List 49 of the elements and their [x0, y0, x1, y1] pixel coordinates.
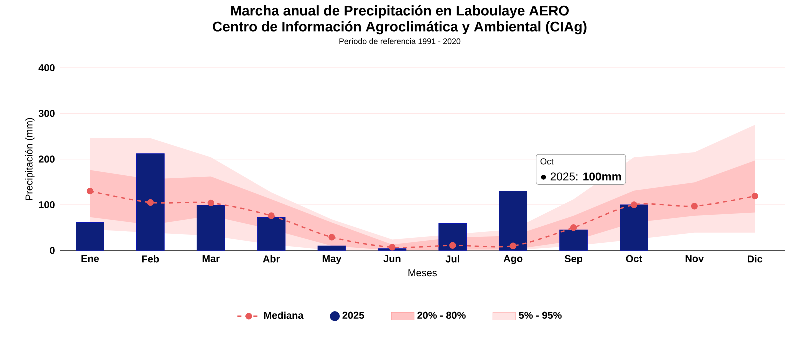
x-tick-label: Jun	[384, 255, 401, 262]
bar	[620, 204, 648, 251]
y-tick-label: 400	[38, 64, 55, 72]
x-tick-label: Jul	[446, 255, 460, 263]
text: Período de referencia 1991 - 2020	[340, 38, 461, 44]
x-axis-title: Meses	[408, 270, 438, 277]
y-tick-label: 0	[50, 247, 55, 254]
y-tick-label: 100	[39, 201, 55, 209]
bar	[196, 205, 226, 251]
point	[450, 242, 456, 249]
chart-subtitle: Centro de Información Agroclimática y Ambiental (CIAg)	[213, 21, 587, 35]
x-tick-label: Oct	[626, 255, 642, 262]
annotation: Oct	[540, 158, 554, 165]
bar	[438, 223, 468, 251]
x-tick-label: Mar	[202, 255, 220, 262]
y-tick-label: 200	[38, 156, 55, 163]
x-tick-label: Ene	[82, 255, 100, 262]
y-axis-title: Precipitación (mm)	[25, 118, 35, 200]
point	[630, 202, 638, 208]
legend-label: 2025	[342, 312, 364, 320]
point	[752, 192, 758, 200]
point	[86, 188, 94, 195]
point	[328, 234, 336, 241]
point	[208, 200, 214, 207]
point	[147, 199, 154, 206]
x-tick-label: Nov	[686, 255, 704, 262]
x-tick-label: May	[322, 255, 342, 264]
point	[510, 242, 517, 250]
x-tick-label: Abr	[263, 255, 280, 263]
bar	[499, 191, 528, 251]
point	[268, 212, 275, 220]
bar	[76, 222, 104, 251]
legend-label: Mediana	[264, 312, 304, 320]
x-tick-label: Sep	[564, 255, 583, 264]
x-tick-label: Feb	[142, 255, 160, 263]
point	[570, 224, 578, 232]
chart-title: Marcha anual de Precipitación en Laboulaye AERO	[231, 5, 569, 19]
point	[389, 244, 396, 251]
bar	[136, 154, 165, 251]
x-tick-label: Dic	[748, 255, 763, 263]
bar	[560, 230, 588, 251]
point	[691, 203, 698, 210]
bar	[257, 218, 286, 251]
x-tick-label: Ago	[504, 255, 523, 264]
legend-label: 20% - 80%	[418, 312, 466, 320]
annotation: ● 2025: 100mm	[541, 172, 622, 181]
legend-label: 5% - 95%	[519, 312, 562, 320]
y-tick-label: 300	[38, 110, 55, 118]
bar	[318, 246, 346, 251]
